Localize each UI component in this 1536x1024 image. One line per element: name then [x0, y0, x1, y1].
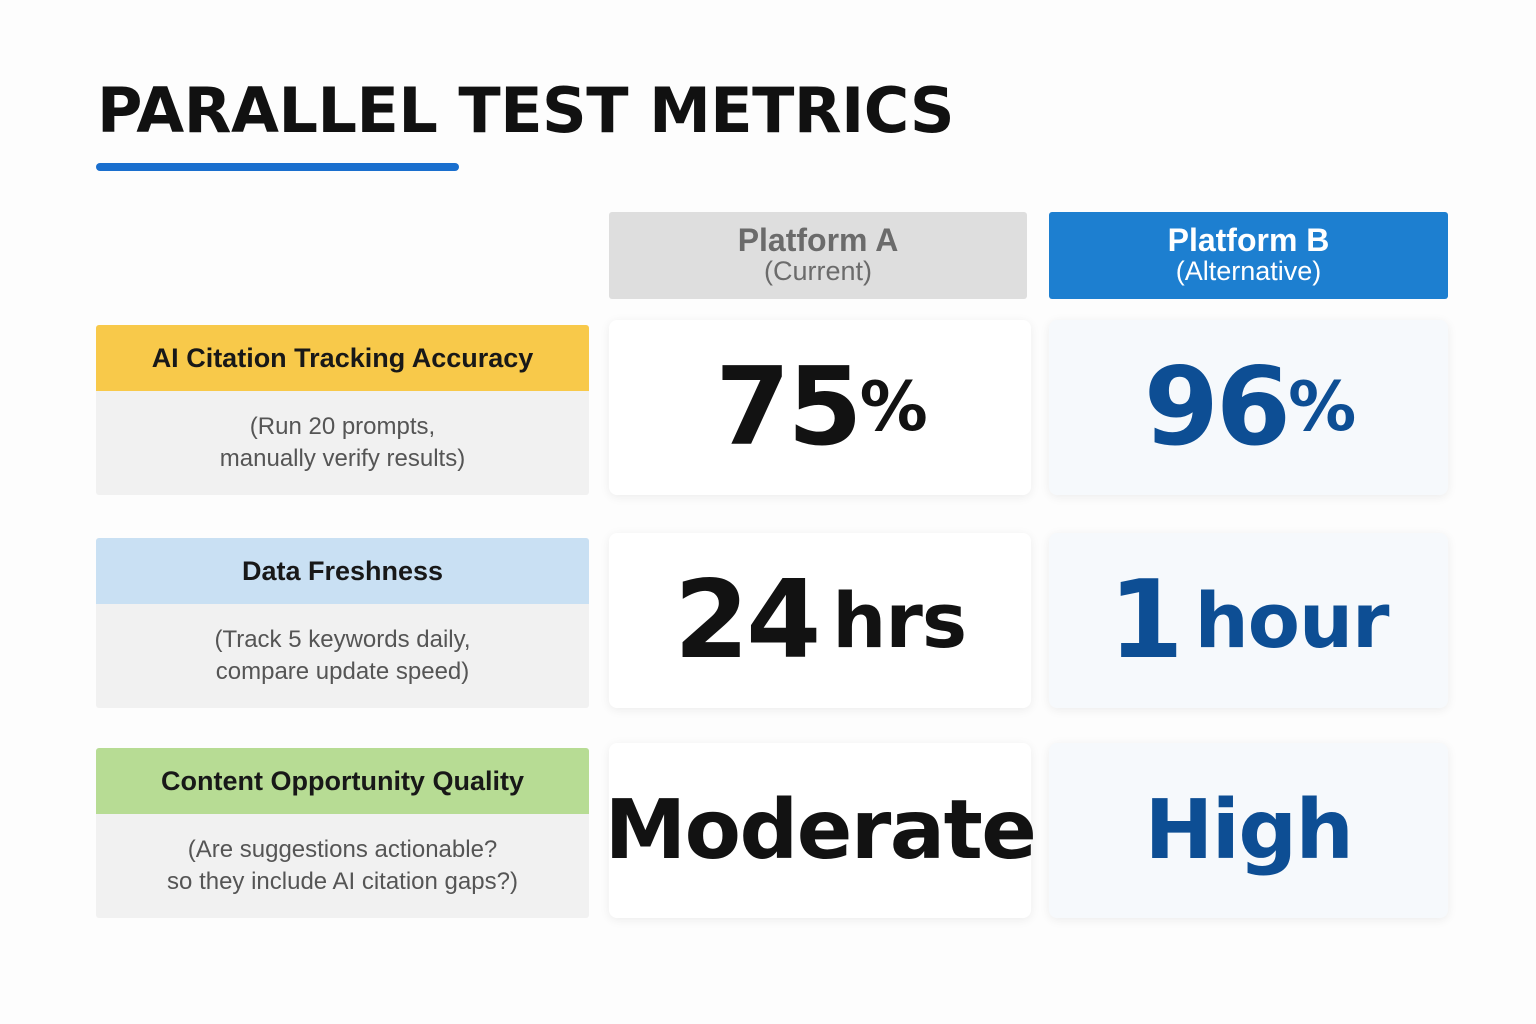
column-name: Platform B	[1167, 221, 1330, 258]
metric-description: (Run 20 prompts, manually verify results…	[96, 391, 589, 495]
value-text: Moderate	[604, 783, 1037, 878]
value-unit: hour	[1194, 576, 1390, 665]
value-platform-b-opportunity: High	[1049, 743, 1448, 918]
description-line: (Run 20 prompts,	[249, 413, 436, 441]
column-header-platform-a: Platform A (Current)	[609, 212, 1027, 299]
value-platform-a-freshness: 24 hrs	[609, 533, 1031, 708]
description-line: (Are suggestions actionable?	[187, 836, 498, 864]
metric-description: (Track 5 keywords daily, compare update …	[96, 604, 589, 708]
value-platform-a-accuracy: 75%	[609, 320, 1031, 495]
metric-label-accuracy: AI Citation Tracking Accuracy (Run 20 pr…	[96, 325, 589, 495]
column-header-platform-b: Platform B (Alternative)	[1049, 212, 1448, 299]
metric-label-opportunity: Content Opportunity Quality (Are suggest…	[96, 748, 589, 918]
description-line: so they include AI citation gaps?)	[167, 868, 518, 895]
description-line: manually verify results)	[219, 445, 466, 472]
value-platform-a-opportunity: Moderate	[605, 743, 1037, 918]
value-platform-b-accuracy: 96%	[1049, 320, 1448, 495]
page-title: PARALLEL TEST METRICS	[97, 74, 955, 147]
description-line: (Track 5 keywords daily,	[214, 626, 471, 654]
description-line: compare update speed)	[215, 658, 470, 685]
value-number: 1	[1108, 558, 1183, 683]
title-underline	[96, 163, 459, 171]
metric-title: AI Citation Tracking Accuracy	[96, 325, 589, 391]
value-number: 75	[715, 345, 862, 470]
value-unit: hrs	[832, 576, 967, 665]
value-unit: %	[859, 368, 928, 447]
value-number: 96	[1143, 345, 1291, 470]
column-subtitle: (Alternative)	[1175, 256, 1322, 287]
metric-title: Data Freshness	[96, 538, 589, 604]
metric-title: Content Opportunity Quality	[96, 748, 589, 814]
value-number: 24	[673, 558, 821, 683]
metric-label-freshness: Data Freshness (Track 5 keywords daily, …	[96, 538, 589, 708]
metric-description: (Are suggestions actionable? so they inc…	[96, 814, 589, 918]
value-unit: %	[1288, 368, 1356, 447]
value-text: High	[1144, 783, 1354, 878]
value-platform-b-freshness: 1 hour	[1049, 533, 1448, 708]
column-subtitle: (Current)	[763, 256, 872, 287]
column-name: Platform A	[737, 221, 899, 258]
